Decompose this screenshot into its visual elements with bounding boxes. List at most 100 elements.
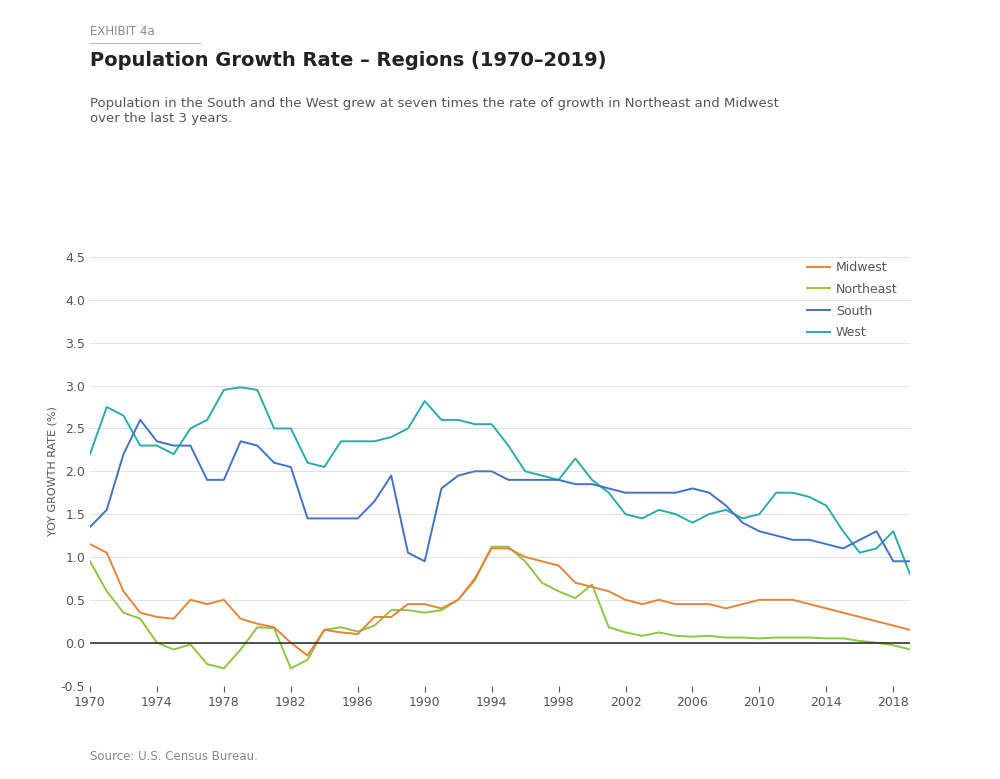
West <box>101 402 113 411</box>
Northeast <box>569 594 581 603</box>
South <box>703 488 715 498</box>
South <box>435 484 447 493</box>
Midwest <box>419 600 431 609</box>
Northeast <box>871 638 883 647</box>
South <box>837 544 849 553</box>
West <box>352 436 364 446</box>
South <box>486 467 498 476</box>
Midwest <box>686 600 698 609</box>
South <box>285 462 297 471</box>
Line: West: West <box>90 387 910 574</box>
South <box>586 480 598 489</box>
Midwest <box>854 612 866 622</box>
South <box>302 514 314 523</box>
Northeast <box>753 634 765 643</box>
Northeast <box>653 628 665 637</box>
Midwest <box>519 552 531 562</box>
West <box>385 432 397 442</box>
South <box>184 441 196 450</box>
South <box>452 471 464 480</box>
Northeast <box>469 576 481 585</box>
Northeast <box>452 595 464 605</box>
Midwest <box>653 595 665 605</box>
Midwest <box>904 625 916 634</box>
Midwest <box>251 619 263 629</box>
Midwest <box>804 600 816 609</box>
Northeast <box>235 645 247 654</box>
Northeast <box>335 622 347 632</box>
West <box>302 458 314 467</box>
Midwest <box>134 608 146 617</box>
Midwest <box>703 600 715 609</box>
Midwest <box>787 595 799 605</box>
Northeast <box>787 633 799 642</box>
West <box>268 424 280 433</box>
Northeast <box>737 633 749 642</box>
West <box>435 415 447 425</box>
Northeast <box>553 587 565 596</box>
Midwest <box>887 621 899 630</box>
Text: Population in the South and the West grew at seven times the rate of growth in N: Population in the South and the West gre… <box>90 97 779 125</box>
South <box>117 449 129 459</box>
Midwest <box>352 629 364 639</box>
Northeast <box>586 580 598 589</box>
Midwest <box>837 608 849 617</box>
Northeast <box>519 556 531 566</box>
Midwest <box>770 595 782 605</box>
Midwest <box>268 622 280 632</box>
Northeast <box>887 640 899 650</box>
Midwest <box>218 595 230 605</box>
Midwest <box>184 595 196 605</box>
Midwest <box>502 544 514 553</box>
West <box>820 501 832 510</box>
Midwest <box>586 583 598 592</box>
South <box>569 480 581 489</box>
West <box>871 544 883 553</box>
South <box>553 475 565 485</box>
Midwest <box>302 651 314 661</box>
West <box>686 518 698 527</box>
South <box>536 475 548 485</box>
Midwest <box>820 604 832 613</box>
Midwest <box>737 600 749 609</box>
West <box>703 509 715 519</box>
West <box>218 386 230 395</box>
Northeast <box>435 605 447 615</box>
South <box>251 441 263 450</box>
Midwest <box>151 612 163 622</box>
West <box>419 397 431 406</box>
West <box>235 382 247 392</box>
Text: EXHIBIT 4a: EXHIBIT 4a <box>90 25 155 38</box>
West <box>184 424 196 433</box>
South <box>904 556 916 566</box>
Northeast <box>168 645 180 654</box>
South <box>686 484 698 493</box>
Northeast <box>536 578 548 587</box>
Legend: Midwest, Northeast, South, West: Midwest, Northeast, South, West <box>801 255 904 346</box>
Northeast <box>218 664 230 673</box>
Midwest <box>168 614 180 623</box>
South <box>402 548 414 558</box>
Northeast <box>636 631 648 640</box>
West <box>586 475 598 485</box>
Northeast <box>302 655 314 664</box>
Northeast <box>268 623 280 633</box>
Line: South: South <box>90 420 910 561</box>
South <box>804 535 816 545</box>
Text: Population Growth Rate – Regions (1970–2019): Population Growth Rate – Regions (1970–2… <box>90 51 606 70</box>
South <box>385 471 397 480</box>
West <box>603 488 615 498</box>
West <box>569 453 581 463</box>
Midwest <box>285 638 297 647</box>
South <box>753 527 765 536</box>
South <box>168 441 180 450</box>
Midwest <box>636 600 648 609</box>
Northeast <box>84 556 96 566</box>
Midwest <box>469 573 481 583</box>
Northeast <box>419 608 431 617</box>
Line: Midwest: Midwest <box>90 545 910 656</box>
Northeast <box>368 621 380 630</box>
South <box>201 475 213 485</box>
West <box>134 441 146 450</box>
West <box>804 492 816 502</box>
